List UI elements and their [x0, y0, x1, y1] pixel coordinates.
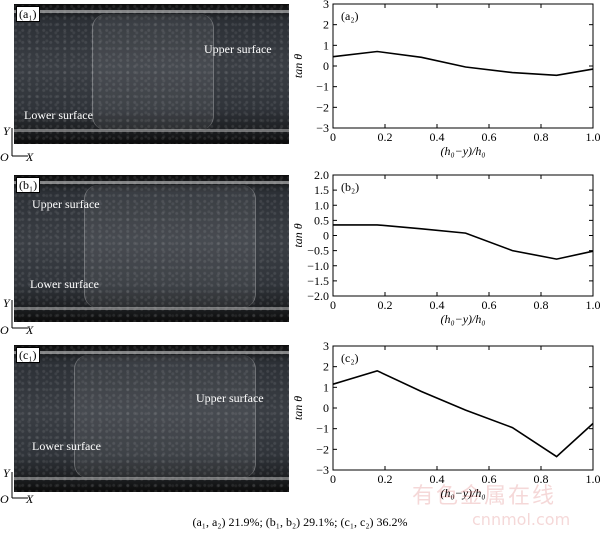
- mini-axis-x: X: [26, 492, 34, 506]
- lower-edge: [14, 477, 289, 480]
- deformation-zone: [74, 355, 256, 478]
- photo-label-b1: (b₁): [16, 177, 41, 193]
- upper-surface-label-a1: Upper surface: [204, 42, 272, 56]
- x-axis-label: (h₀−y)/h₀: [440, 312, 485, 326]
- x-tick-label: 0: [330, 298, 336, 312]
- x-tick-label: 0.8: [534, 472, 549, 486]
- watermark: 有色金属在线 cnnmol.com: [412, 478, 570, 529]
- figure-caption: (a₁, a₂) 21.9%; (b₁, b₂) 29.1%; (c₁, c₂)…: [192, 515, 408, 529]
- y-tick-label: 1.5: [314, 183, 329, 197]
- y-tick-label: 0: [323, 401, 329, 415]
- photo-label-a1: (a₁): [16, 6, 40, 22]
- y-axis-label: tan θ: [291, 223, 305, 247]
- y-tick-label: 1: [323, 38, 329, 52]
- chart-b2: 0 0.2 0.4 0.6 0.8 1.02.01.51.00.50−0.5−1.0−1.…: [291, 170, 600, 326]
- y-tick-label: −1.5: [307, 274, 329, 288]
- y-tick-label: 1: [323, 380, 329, 394]
- mini-axes-c: [11, 472, 28, 499]
- panel-label: (a₂): [341, 9, 359, 23]
- y-tick-label: −3: [316, 463, 329, 477]
- mini-axes-a: [11, 128, 28, 157]
- x-tick-label: 0.6: [482, 130, 497, 144]
- x-axis-label: (h₀−y)/h₀: [440, 486, 485, 500]
- y-tick-label: 2: [323, 18, 329, 32]
- y-tick-label: 0.5: [314, 213, 329, 227]
- mini-axis-o: O: [0, 492, 9, 506]
- photo-b1: (b₁) Upper surface Lower surface: [14, 175, 289, 322]
- x-tick-label: 1.0: [586, 130, 600, 144]
- upper-edge: [14, 351, 289, 354]
- mini-axis-o: O: [0, 323, 9, 337]
- y-tick-label: −2: [316, 100, 329, 114]
- y-axis-label: tan θ: [291, 54, 305, 78]
- lower-surface-label-c1: Lower surface: [32, 439, 101, 453]
- lower-surface-label-b1: Lower surface: [30, 277, 99, 291]
- x-tick-label: 0.2: [378, 472, 393, 486]
- mini-axis-y: Y: [3, 124, 10, 138]
- y-tick-label: −2.0: [307, 289, 329, 303]
- x-tick-label: 0.6: [482, 472, 497, 486]
- y-tick-label: −1.0: [307, 259, 329, 273]
- plot-frame: [332, 174, 594, 297]
- mini-axis-y: Y: [3, 296, 10, 310]
- mini-axis-x: X: [26, 150, 34, 164]
- y-tick-label: 3: [323, 0, 329, 11]
- x-tick-label: 1.0: [586, 298, 600, 312]
- mini-axis-x: X: [26, 323, 34, 337]
- deformation-zone: [92, 14, 214, 130]
- lower-surface-label-a1: Lower surface: [24, 108, 93, 122]
- upper-surface-label-c1: Upper surface: [196, 391, 264, 405]
- x-tick-label: 0.6: [482, 298, 497, 312]
- photo-label-c1: (c₁): [16, 347, 40, 363]
- upper-edge: [14, 10, 289, 13]
- x-axis-label: (h₀−y)/h₀: [440, 144, 485, 158]
- x-tick-label: 0: [330, 130, 336, 144]
- y-tick-label: 0: [323, 229, 329, 243]
- y-tick-label: −2: [316, 442, 329, 456]
- x-tick-label: 0.4: [430, 298, 445, 312]
- lower-edge: [14, 307, 289, 310]
- x-tick-label: 0.2: [378, 130, 393, 144]
- photo-c1: (c₁) Upper surface Lower surface: [14, 345, 289, 492]
- y-tick-label: 3: [323, 340, 329, 353]
- x-tick-label: 0.4: [430, 472, 445, 486]
- chart-a2: 0 0.2 0.4 0.6 0.8 1.0 3 2 1 0 −1 −2 −3 (a₂) (h₀−y)/h₀ t…: [291, 0, 600, 158]
- plot-frame: [332, 345, 594, 471]
- x-tick-label: 1.0: [586, 472, 600, 486]
- y-tick-label: −1: [316, 422, 329, 436]
- panel-label: (c₂): [341, 351, 359, 365]
- mini-axis-y: Y: [3, 466, 10, 480]
- y-tick-label: 2: [323, 360, 329, 374]
- x-tick-label: 0.8: [534, 130, 549, 144]
- watermark-line2: cnnmol.com: [472, 510, 571, 529]
- series-line: [333, 224, 594, 260]
- x-tick-label: 0.8: [534, 298, 549, 312]
- y-tick-label: 0: [323, 59, 329, 73]
- mini-axis-o: O: [0, 150, 9, 164]
- x-tick-label: 0: [330, 472, 336, 486]
- y-tick-label: −0.5: [307, 244, 329, 258]
- series-line: [332, 369, 594, 458]
- series-line: [332, 50, 594, 77]
- y-tick-label: 2.0: [314, 170, 329, 182]
- panel-label: (b₂): [341, 180, 359, 194]
- photo-grain: [14, 4, 289, 144]
- mini-axes-b: [11, 300, 28, 329]
- lower-edge: [14, 129, 289, 132]
- y-tick-label: −3: [316, 121, 329, 135]
- y-axis-label: tan θ: [291, 396, 305, 420]
- deformation-zone: [84, 185, 256, 308]
- upper-surface-label-b1: Upper surface: [32, 197, 100, 211]
- photo-a1: (a₁) Upper surface Lower surface: [14, 4, 289, 144]
- watermark-line1: 有色金属在线: [412, 484, 557, 509]
- upper-edge: [14, 181, 289, 184]
- chart-c2: 0 0.2 0.4 0.6 0.8 1.0 3 2 1 0 −1 −2 −3 (c₂) (h₀−y)/h₀ t…: [291, 340, 600, 500]
- x-tick-label: 0.2: [378, 298, 393, 312]
- y-tick-label: 1.0: [314, 198, 329, 212]
- x-tick-label: 0.4: [430, 130, 445, 144]
- y-tick-label: −1: [316, 80, 329, 94]
